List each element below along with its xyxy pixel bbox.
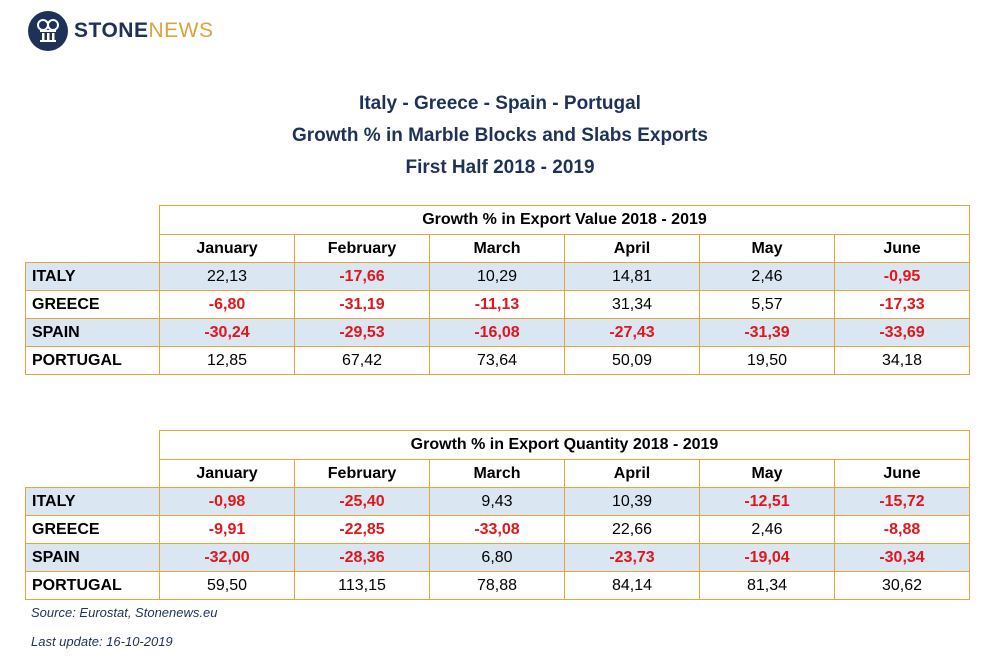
growth-cell: 81,34 [699,571,835,600]
growth-cell: -27,43 [564,318,700,347]
growth-cell: 12,85 [159,346,295,375]
growth-cell: 73,64 [429,346,565,375]
growth-cell: -31,19 [294,290,430,319]
growth-cell: -15,72 [834,487,970,516]
row-label-country: ITALY [25,262,160,291]
growth-cell: 9,43 [429,487,565,516]
row-label-country: PORTUGAL [25,346,160,375]
table-caption: Growth % in Export Value 2018 - 2019 [159,205,970,235]
growth-cell: 84,14 [564,571,700,600]
column-header-february: February [294,459,430,488]
column-header-january: January [159,234,295,263]
growth-cell: -31,39 [699,318,835,347]
growth-cell: -17,33 [834,290,970,319]
table-row-italy: ITALY 22,13 -17,66 10,29 14,81 2,46 -0,95 [25,262,970,291]
growth-cell: 30,62 [834,571,970,600]
growth-cell: -25,40 [294,487,430,516]
growth-cell: 78,88 [429,571,565,600]
growth-cell: 34,18 [834,346,970,375]
growth-cell: 10,29 [429,262,565,291]
growth-cell: -33,69 [834,318,970,347]
growth-cell: 31,34 [564,290,700,319]
growth-cell: 113,15 [294,571,430,600]
export-quantity-table: Growth % in Export Quantity 2018 - 2019 J… [25,430,970,600]
page-title-block: Italy - Greece - Spain - Portugal Growth… [0,88,1000,184]
growth-cell: 59,50 [159,571,295,600]
growth-cell: -8,88 [834,515,970,544]
growth-cell: -11,13 [429,290,565,319]
growth-cell: -22,85 [294,515,430,544]
growth-cell: 2,46 [699,515,835,544]
column-header-february: February [294,234,430,263]
growth-cell: 67,42 [294,346,430,375]
growth-cell: 5,57 [699,290,835,319]
row-label-country: GREECE [25,290,160,319]
growth-cell: 22,13 [159,262,295,291]
table-row-italy: ITALY -0,98 -25,40 9,43 10,39 -12,51 -15,72 [25,487,970,516]
row-label-country: SPAIN [25,543,160,572]
table-row-portugal: PORTUGAL 59,50 113,15 78,88 84,14 81,34 30,62 [25,571,970,600]
growth-cell: -29,53 [294,318,430,347]
row-label-country: GREECE [25,515,160,544]
growth-cell: -33,08 [429,515,565,544]
row-label-country: ITALY [25,487,160,516]
table-row-greece: GREECE -9,91 -22,85 -33,08 22,66 2,46 -8,88 [25,515,970,544]
growth-cell: -0,95 [834,262,970,291]
table-row-spain: SPAIN -32,00 -28,36 6,80 -23,73 -19,04 -30,34 [25,543,970,572]
logo-wordmark: STONENEWS [74,19,214,42]
growth-cell: 22,66 [564,515,700,544]
last-update-note: Last update: 16-10-2019 [31,634,173,649]
column-header-january: January [159,459,295,488]
growth-cell: -0,98 [159,487,295,516]
growth-cell: -30,34 [834,543,970,572]
growth-cell: -30,24 [159,318,295,347]
growth-cell: -12,51 [699,487,835,516]
table-row-spain: SPAIN -30,24 -29,53 -16,08 -27,43 -31,39 -33,6… [25,318,970,347]
column-header-may: May [699,459,835,488]
growth-cell: 2,46 [699,262,835,291]
table-caption: Growth % in Export Quantity 2018 - 2019 [159,430,970,460]
column-header-april: April [564,234,700,263]
growth-cell: 50,09 [564,346,700,375]
growth-cell: -9,91 [159,515,295,544]
growth-cell: 6,80 [429,543,565,572]
growth-cell: -17,66 [294,262,430,291]
growth-cell: -23,73 [564,543,700,572]
table-corner-blank [25,205,160,263]
growth-cell: -16,08 [429,318,565,347]
growth-cell: -19,04 [699,543,835,572]
column-header-june: June [834,234,970,263]
growth-cell: 10,39 [564,487,700,516]
column-header-may: May [699,234,835,263]
stonenews-emblem-icon [28,11,68,51]
column-header-june: June [834,459,970,488]
growth-cell: 19,50 [699,346,835,375]
title-line-2: Growth % in Marble Blocks and Slabs Expo… [292,125,708,146]
column-header-march: March [429,459,565,488]
row-label-country: SPAIN [25,318,160,347]
growth-cell: -6,80 [159,290,295,319]
source-note: Source: Eurostat, Stonenews.eu [31,605,218,620]
growth-cell: -32,00 [159,543,295,572]
table-row-greece: GREECE -6,80 -31,19 -11,13 31,34 5,57 -17,33 [25,290,970,319]
table-corner-blank [25,430,160,488]
growth-cell: 14,81 [564,262,700,291]
export-value-table: Growth % in Export Value 2018 - 2019 Janu… [25,205,970,375]
title-line-1: Italy - Greece - Spain - Portugal [359,93,641,114]
row-label-country: PORTUGAL [25,571,160,600]
column-header-march: March [429,234,565,263]
growth-cell: -28,36 [294,543,430,572]
column-header-april: April [564,459,700,488]
table-row-portugal: PORTUGAL 12,85 67,42 73,64 50,09 19,50 34,18 [25,346,970,375]
title-line-3: First Half 2018 - 2019 [405,157,595,178]
stonenews-logo: STONENEWS [28,10,213,52]
